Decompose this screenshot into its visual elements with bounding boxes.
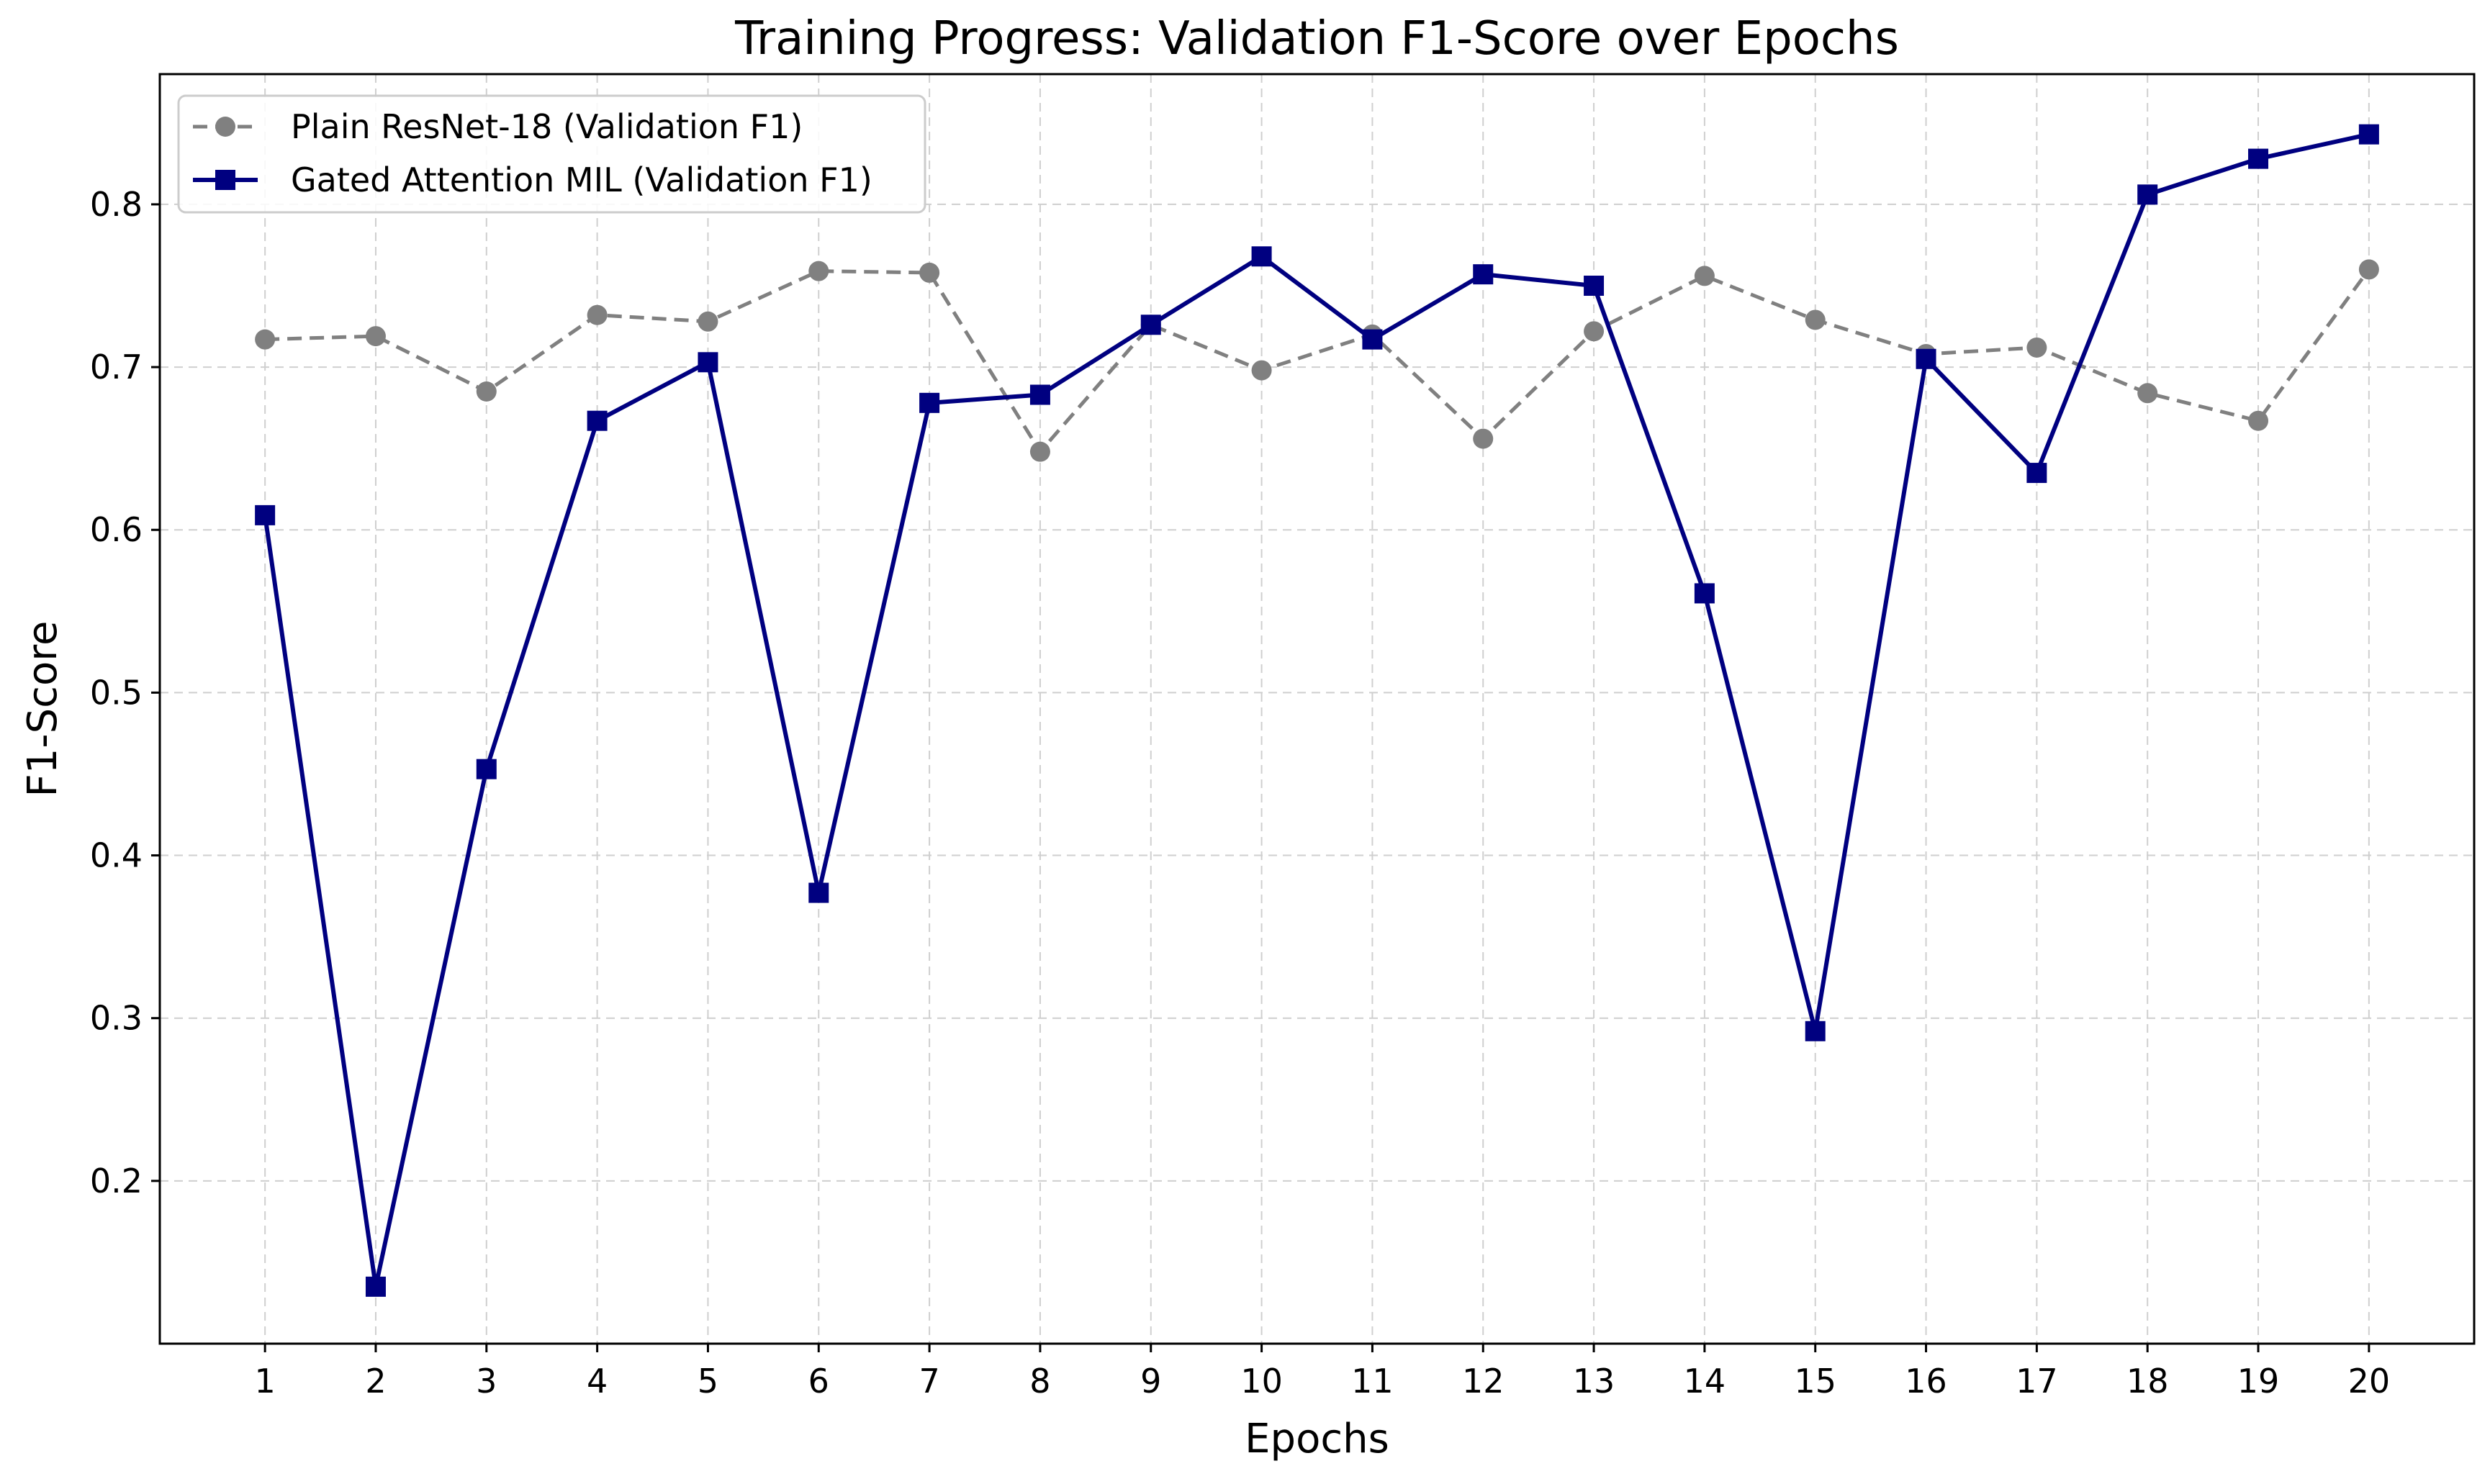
x-tick-label: 7 (919, 1362, 939, 1401)
series-1-point (1251, 360, 1272, 381)
y-tick-label: 0.4 (90, 836, 143, 875)
y-tick-label: 0.6 (90, 510, 143, 549)
x-tick-label: 19 (2237, 1362, 2280, 1401)
series-2-point (2026, 463, 2047, 484)
series-2-point (255, 505, 276, 525)
series-1-point (255, 329, 276, 350)
legend-label-2: Gated Attention MIL (Validation F1) (291, 160, 872, 199)
series-2-point (2358, 124, 2379, 145)
series-1-point (1473, 428, 1494, 449)
chart-title: Training Progress: Validation F1-Score o… (734, 12, 1899, 65)
x-tick-label: 9 (1140, 1362, 1161, 1401)
series-1-point (1805, 309, 1826, 330)
y-axis-label: F1-Score (19, 621, 66, 797)
series-2-point (365, 1276, 386, 1297)
series-1-point (1029, 441, 1050, 462)
series-line-1 (265, 268, 2371, 454)
x-tick-label: 12 (1462, 1362, 1505, 1401)
plot-area-frame (158, 73, 2476, 1345)
x-tick-label: 1 (254, 1362, 275, 1401)
series-2-point (1029, 384, 1050, 405)
series-2-point (476, 759, 497, 779)
x-axis-label: Epochs (1245, 1416, 1389, 1462)
series-2-point (808, 882, 829, 903)
series-1-point (919, 262, 940, 283)
series-1-point (2358, 259, 2379, 280)
legend-marker-1 (215, 117, 235, 137)
series-2-point (698, 352, 718, 373)
y-tick-label: 0.2 (90, 1162, 143, 1200)
y-tick-label: 0.8 (90, 185, 143, 224)
series-1-point (2137, 383, 2158, 404)
series-1-point (808, 261, 829, 281)
axis-ticks: 1 2 3 4 5 6 7 8 9 10 11 12 13 14 15 16 17 18 19 200.20.30.4… (90, 185, 2390, 1401)
legend-marker-2 (215, 170, 235, 190)
x-tick-label: 3 (476, 1362, 497, 1401)
legend: Plain ResNet-18 (Validation F1) Gated Att… (177, 94, 926, 214)
series-2-point (1805, 1021, 1826, 1041)
x-tick-label: 11 (1351, 1362, 1394, 1401)
series-2-point (1584, 276, 1605, 296)
series-1-point (587, 304, 608, 325)
x-tick-label: 14 (1684, 1362, 1726, 1401)
y-tick-label: 0.3 (90, 999, 143, 1038)
y-tick-label: 0.5 (90, 673, 143, 712)
series-2-point (1362, 329, 1383, 350)
series-2-point (1251, 246, 1272, 267)
grid (160, 74, 2474, 1344)
x-tick-label: 2 (365, 1362, 386, 1401)
series-2-point (1916, 348, 1936, 369)
x-tick-label: 5 (698, 1362, 718, 1401)
series-1-point (365, 326, 386, 347)
legend-label-1: Plain ResNet-18 (Validation F1) (291, 107, 803, 146)
series-layer (255, 124, 2379, 1297)
x-tick-label: 8 (1029, 1362, 1050, 1401)
series-1-point (698, 311, 718, 332)
series-2-point (2248, 148, 2269, 169)
x-tick-label: 16 (1905, 1362, 1947, 1401)
series-2-point (1694, 583, 1715, 604)
series-1-point (476, 381, 497, 402)
x-tick-label: 20 (2348, 1362, 2391, 1401)
series-1-point (1584, 321, 1605, 342)
x-tick-label: 13 (1573, 1362, 1615, 1401)
series-line-2 (263, 132, 2370, 1289)
legend-box (177, 94, 926, 214)
series-2-point (2137, 184, 2158, 205)
x-tick-label: 6 (808, 1362, 829, 1401)
series-2-point (587, 410, 608, 431)
x-tick-label: 17 (2016, 1362, 2058, 1401)
series-1-point (2026, 337, 2047, 358)
series-2-point (1140, 315, 1161, 335)
x-tick-label: 4 (587, 1362, 608, 1401)
x-tick-label: 10 (1240, 1362, 1283, 1401)
x-tick-label: 18 (2126, 1362, 2169, 1401)
series-2-point (919, 392, 940, 413)
x-tick-label: 15 (1794, 1362, 1836, 1401)
series-1-point (1694, 266, 1715, 286)
y-tick-label: 0.7 (90, 348, 143, 386)
series-2-point (1473, 264, 1494, 285)
series-1-point (2248, 410, 2269, 431)
